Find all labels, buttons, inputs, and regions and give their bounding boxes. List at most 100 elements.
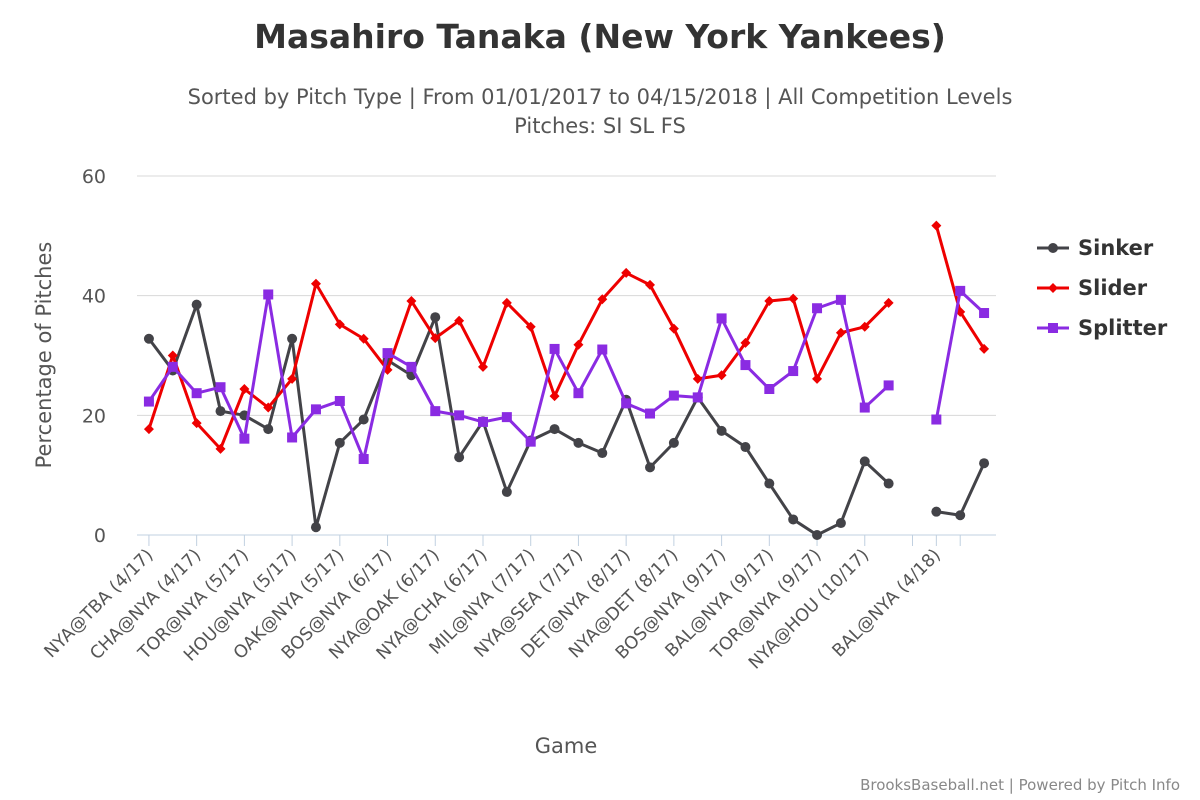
splitter-point (239, 433, 250, 444)
legend-item-slider[interactable]: Slider (1037, 276, 1148, 300)
splitter-point (668, 390, 679, 401)
splitter-point (859, 402, 870, 413)
y-axis: 0 20 40 60 (82, 166, 106, 547)
splitter-point (430, 406, 441, 417)
sinker-point (835, 518, 846, 529)
slider-point (716, 370, 727, 381)
credits: BrooksBaseball.net | Powered by Pitch In… (860, 776, 1180, 794)
slider-point (525, 321, 536, 332)
slider-point (859, 321, 870, 332)
slider-point (406, 296, 417, 307)
legend-swatch-marker (1048, 243, 1058, 253)
sinker-point (883, 478, 894, 489)
slider-point (263, 402, 274, 413)
slider-point (668, 323, 679, 334)
slider-point (143, 424, 154, 435)
splitter-point (740, 360, 751, 371)
y-tick-label: 40 (82, 286, 106, 308)
sinker-series (143, 299, 990, 540)
splitter-point (835, 294, 846, 305)
slider-point (549, 391, 560, 402)
splitter-point (501, 412, 512, 423)
splitter-point (406, 361, 417, 372)
slider-point (645, 279, 656, 290)
slider-point (979, 343, 990, 354)
slider-point (310, 278, 321, 289)
slider-point (597, 294, 608, 305)
splitter-point (645, 408, 656, 419)
splitter-line (147, 289, 986, 461)
slider-point (692, 373, 703, 384)
splitter-point (143, 396, 154, 407)
y-tick-label: 60 (82, 166, 106, 188)
chart-title: Masahiro Tanaka (New York Yankees) (254, 17, 946, 56)
splitter-point (454, 410, 465, 421)
slider-point (358, 333, 369, 344)
splitter-point (382, 348, 393, 359)
sinker-point (955, 510, 966, 521)
splitter-point (525, 436, 536, 447)
sinker-point (764, 478, 775, 489)
sinker-point (549, 424, 560, 435)
y-tick-label: 0 (94, 525, 106, 547)
splitter-point (573, 388, 584, 399)
slider-point (740, 337, 751, 348)
sinker-point (143, 333, 154, 344)
sinker-point (716, 425, 727, 436)
legend-item-sinker[interactable]: Sinker (1037, 236, 1154, 260)
legend-swatch-marker (1048, 283, 1058, 293)
sinker-point (573, 437, 584, 448)
plot-area (143, 220, 990, 540)
sinker-point (931, 506, 942, 517)
slider-point (334, 319, 345, 330)
sinker-point (263, 424, 274, 435)
gridlines (137, 175, 996, 536)
slider-point (454, 315, 465, 326)
sinker-point (740, 442, 751, 453)
splitter-point (215, 382, 226, 393)
legend-item-splitter[interactable]: Splitter (1037, 316, 1168, 340)
sinker-point (334, 437, 345, 448)
legend-swatch-marker (1048, 323, 1058, 333)
y-tick-label: 20 (82, 405, 106, 427)
splitter-point (931, 414, 942, 425)
legend-label: Slider (1078, 276, 1148, 300)
slider-series (143, 220, 990, 454)
splitter-point (716, 313, 727, 324)
chart-subtitle: Sorted by Pitch Type | From 01/01/2017 t… (188, 85, 1013, 110)
splitter-point (287, 432, 298, 443)
slider-point (788, 293, 799, 304)
splitter-point (549, 343, 560, 354)
slider-point (430, 333, 441, 344)
slider-point (835, 327, 846, 338)
sinker-point (501, 486, 512, 497)
splitter-point (191, 388, 202, 399)
chart-subtitle-pitches: Pitches: SI SL FS (514, 114, 686, 138)
legend-label: Sinker (1078, 236, 1154, 260)
splitter-series (143, 285, 990, 465)
splitter-point (883, 380, 894, 391)
slider-point (812, 373, 823, 384)
sinker-point (859, 456, 870, 467)
splitter-point (979, 308, 990, 319)
sinker-point (812, 530, 823, 540)
splitter-point (167, 361, 178, 372)
slider-point (239, 384, 250, 395)
splitter-point (358, 454, 369, 465)
legend-label: Splitter (1078, 316, 1168, 340)
sinker-point (310, 522, 321, 533)
sinker-point (454, 452, 465, 463)
x-axis: NYA@TBA (4/17)CHA@NYA (4/17)TOR@NYA (5/1… (41, 535, 961, 674)
slider-point (191, 418, 202, 429)
slider-point (573, 339, 584, 350)
slider-point (287, 373, 298, 384)
sinker-point (287, 333, 298, 344)
legend: Sinker Slider Splitter (1037, 236, 1168, 340)
sinker-point (788, 514, 799, 525)
splitter-point (788, 366, 799, 377)
x-axis-title: Game (535, 734, 598, 758)
splitter-point (477, 416, 488, 427)
slider-point (764, 296, 775, 307)
sinker-point (191, 299, 202, 310)
